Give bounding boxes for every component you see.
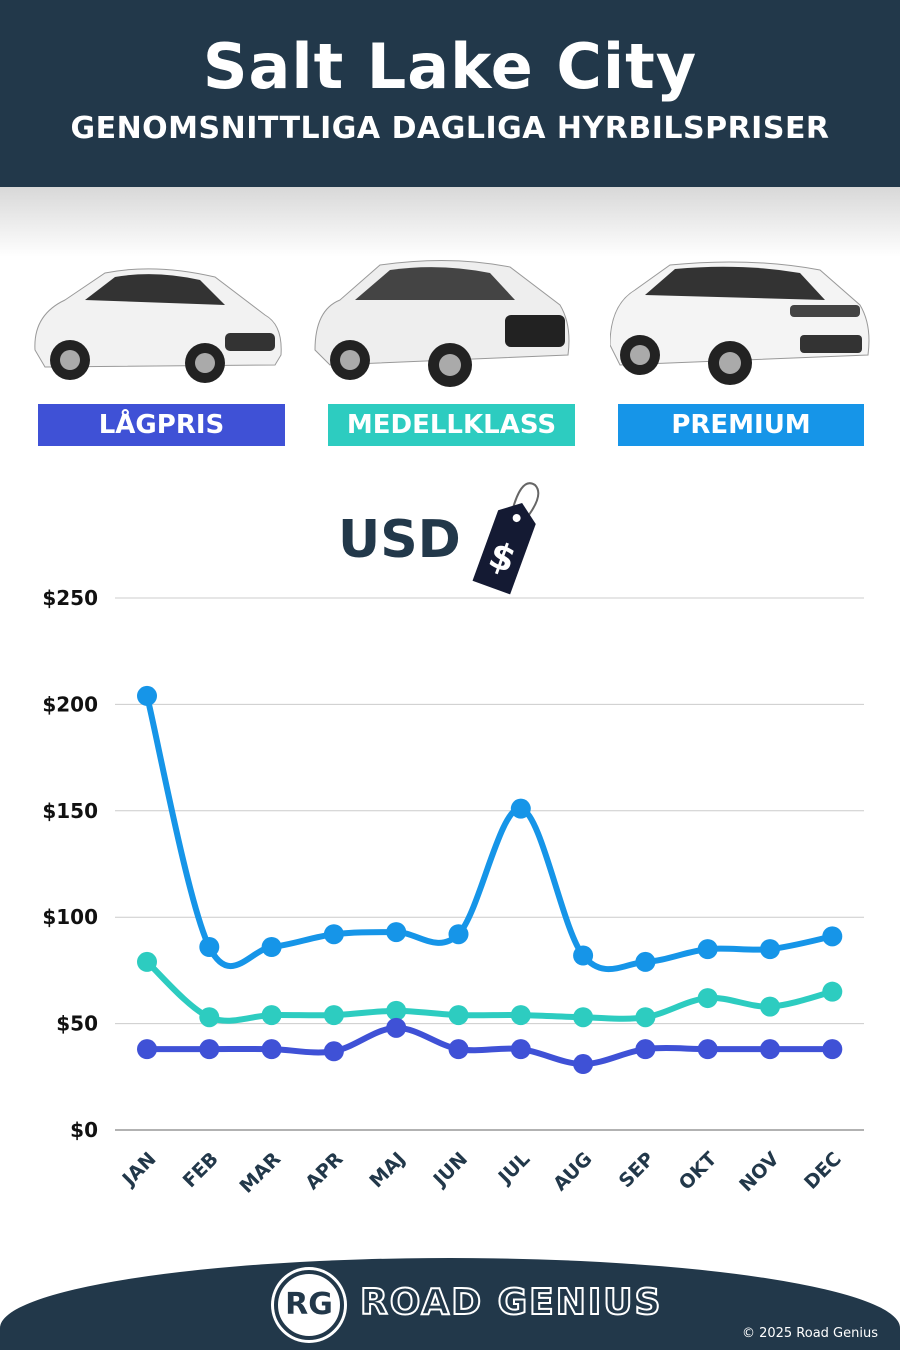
economy-car-image [34,268,282,383]
y-tick-label: $200 [42,692,98,716]
header-shadow [0,187,900,257]
copyright: © 2025 Road Genius [741,1326,878,1341]
y-tick-label: $150 [42,799,98,823]
y-tick-label: $100 [42,905,98,929]
data-point [261,1005,282,1026]
data-point [635,951,656,972]
data-point [386,1017,407,1038]
page-subtitle: GENOMSNITTLIGA DAGLIGA HYRBILSPRISER [70,111,830,146]
data-point [822,981,843,1002]
data-point [635,1007,656,1028]
data-point [199,1007,220,1028]
premium-suv-image [610,261,870,385]
y-tick-label: $250 [42,586,98,610]
legend-badge-economy: LÅGPRIS [38,404,285,446]
data-point [510,798,531,819]
x-tick-label: APR [301,1148,347,1194]
header: Salt Lake City GENOMSNITTLIGA DAGLIGA HY… [0,0,900,187]
data-point [386,922,407,943]
legend-badge-premium: PREMIUM [618,404,864,446]
x-tick-label: JUL [493,1148,534,1189]
page-title: Salt Lake City [202,30,698,103]
data-point [261,1039,282,1060]
x-tick-label: DEC [800,1148,846,1194]
data-point [323,1041,344,1062]
data-point [760,996,780,1017]
x-tick-label: JAN [117,1148,161,1192]
data-point [573,945,594,966]
brand-name: ROAD GENIUS [359,1281,663,1324]
data-point [760,939,780,960]
midsize-suv-image [314,259,570,387]
data-point [448,1005,469,1026]
series-line-medellklass [144,959,834,1024]
data-point [448,924,469,945]
data-point [573,1007,594,1028]
data-point [323,1005,344,1026]
data-point [697,1039,718,1060]
data-point [199,936,220,957]
data-point [261,936,282,957]
x-tick-label: NOV [735,1148,783,1196]
data-point [510,1005,531,1026]
data-point [697,939,718,960]
y-tick-label: $50 [56,1012,98,1036]
x-tick-label: SEP [615,1148,659,1192]
series-line-lågpris [147,1024,833,1068]
data-point [573,1054,594,1075]
data-point [137,1039,157,1060]
data-point [323,924,344,945]
y-tick-label: $0 [70,1118,98,1142]
data-point [697,988,718,1009]
data-point [760,1039,780,1060]
data-point [199,1039,220,1060]
line-chart: $0 $50 $100 $150 $200 $250 JAN FEB MAR APR MAJ JUN J… [42,586,864,1198]
x-tick-label: AUG [549,1148,596,1195]
data-point [137,685,157,706]
road-genius-logo: RG [274,1270,344,1340]
price-tag-icon: $ [472,482,540,595]
currency-label: USD [338,510,461,570]
legend-badge-midsize: MEDELLKLASS [328,404,575,446]
data-point [448,1039,469,1060]
data-point [510,1039,531,1060]
series-line-premium [144,695,833,973]
x-tick-label: MAR [235,1148,285,1198]
data-point [822,1039,843,1060]
x-tick-label: MAJ [365,1148,409,1192]
data-point [386,1000,407,1021]
x-tick-label: OKT [675,1148,722,1195]
x-tick-label: FEB [179,1148,223,1192]
data-point [635,1039,656,1060]
data-point [822,926,843,947]
x-tick-label: JUN [428,1148,472,1192]
data-point [137,951,157,972]
